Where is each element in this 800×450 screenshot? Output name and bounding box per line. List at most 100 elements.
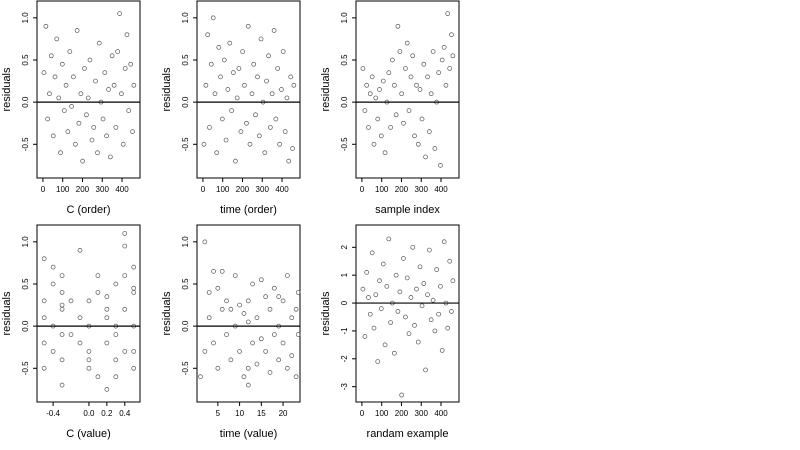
point: [253, 112, 258, 118]
point: [122, 306, 128, 312]
point: [78, 91, 84, 97]
point: [386, 236, 392, 242]
point: [426, 247, 432, 253]
point: [84, 112, 89, 118]
point: [258, 277, 264, 283]
x-tick-label: 400: [275, 185, 289, 194]
point: [41, 256, 47, 262]
point: [86, 298, 92, 304]
point: [430, 297, 436, 303]
point: [104, 294, 110, 299]
y-axis-label: residuals: [1, 291, 13, 336]
y-tick-label: 0.0: [21, 320, 30, 332]
x-tick-label: 5: [216, 409, 221, 418]
point: [449, 309, 454, 314]
x-tick-label: 0.4: [119, 409, 131, 418]
point: [263, 294, 269, 299]
point: [401, 120, 406, 126]
point: [275, 66, 281, 71]
point: [441, 239, 447, 245]
y-tick-label: -0.5: [181, 137, 190, 151]
point: [218, 74, 223, 80]
point: [201, 141, 207, 147]
point: [428, 91, 434, 97]
point: [61, 108, 67, 113]
point: [378, 133, 384, 139]
point: [59, 306, 65, 312]
point: [119, 91, 124, 97]
point: [395, 23, 401, 29]
x-tick-label: 10: [235, 409, 244, 418]
x-axis-label: time (order): [220, 204, 277, 216]
point: [362, 334, 368, 339]
point: [360, 66, 366, 71]
point: [69, 104, 74, 109]
point: [104, 306, 110, 312]
point: [423, 367, 428, 373]
point: [443, 82, 449, 88]
point: [104, 340, 110, 346]
point: [59, 382, 65, 388]
point: [449, 32, 454, 38]
point: [41, 365, 47, 371]
point: [113, 281, 119, 287]
point: [450, 53, 456, 59]
point: [68, 332, 74, 337]
point: [120, 141, 126, 147]
point: [249, 91, 255, 97]
x-tick-label: 100: [375, 409, 389, 418]
point: [295, 290, 301, 295]
point: [71, 74, 76, 80]
point: [86, 357, 92, 363]
point: [89, 137, 95, 143]
point: [227, 40, 233, 46]
point: [291, 82, 297, 88]
y-tick-label: 1.0: [21, 236, 30, 248]
y-tick-label: -2: [340, 355, 349, 363]
point: [63, 82, 69, 88]
point: [41, 315, 47, 321]
point: [113, 332, 119, 337]
x-axis-label: C (value): [66, 428, 111, 440]
point: [421, 61, 427, 67]
point: [80, 158, 86, 164]
point: [223, 137, 229, 143]
y-tick-label: 2: [340, 245, 349, 250]
point: [234, 95, 240, 101]
point: [50, 281, 56, 287]
point: [41, 298, 47, 304]
point: [367, 91, 373, 97]
point: [266, 53, 271, 59]
point: [373, 95, 379, 101]
point: [215, 365, 221, 371]
point: [128, 61, 134, 67]
point: [131, 285, 137, 291]
y-axis-label: residuals: [161, 291, 173, 336]
point: [267, 306, 273, 312]
point: [122, 349, 128, 354]
point: [250, 281, 255, 287]
point: [107, 154, 113, 160]
point: [203, 82, 209, 88]
point: [86, 349, 92, 354]
y-tick-label: 0.0: [21, 96, 30, 108]
point: [115, 49, 121, 54]
point: [50, 264, 56, 270]
point: [288, 74, 294, 80]
point: [434, 267, 440, 272]
point: [408, 74, 414, 80]
point: [415, 141, 421, 147]
y-axis-label: residuals: [161, 67, 173, 112]
point: [414, 82, 419, 88]
point: [59, 302, 65, 308]
point: [382, 342, 388, 348]
point: [401, 256, 406, 261]
point: [371, 325, 377, 331]
point: [295, 332, 301, 337]
point: [77, 340, 83, 346]
x-tick-label: 0: [41, 185, 46, 194]
point: [425, 74, 430, 80]
point: [254, 361, 260, 367]
point: [52, 74, 58, 80]
